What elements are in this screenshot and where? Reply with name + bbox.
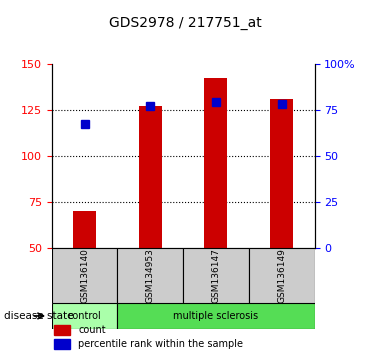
FancyBboxPatch shape [249, 248, 314, 303]
Text: GSM136149: GSM136149 [277, 248, 286, 303]
Text: disease state: disease state [4, 311, 73, 321]
FancyBboxPatch shape [118, 248, 183, 303]
Text: GSM134953: GSM134953 [146, 248, 155, 303]
Text: GSM136147: GSM136147 [212, 248, 221, 303]
Bar [54, 339, 70, 349]
FancyBboxPatch shape [118, 303, 314, 329]
Text: control: control [68, 311, 101, 321]
Text: GDS2978 / 217751_at: GDS2978 / 217751_at [109, 16, 261, 30]
Bar [270, 99, 293, 248]
FancyBboxPatch shape [52, 303, 118, 329]
FancyBboxPatch shape [52, 248, 118, 303]
Bar [73, 211, 96, 248]
Text: count: count [78, 325, 106, 335]
Bar [54, 325, 70, 335]
Bar [139, 106, 162, 248]
Bar [205, 79, 228, 248]
Text: percentile rank within the sample: percentile rank within the sample [78, 339, 243, 349]
Text: GSM136140: GSM136140 [80, 248, 89, 303]
FancyBboxPatch shape [183, 248, 249, 303]
Text: multiple sclerosis: multiple sclerosis [174, 311, 259, 321]
